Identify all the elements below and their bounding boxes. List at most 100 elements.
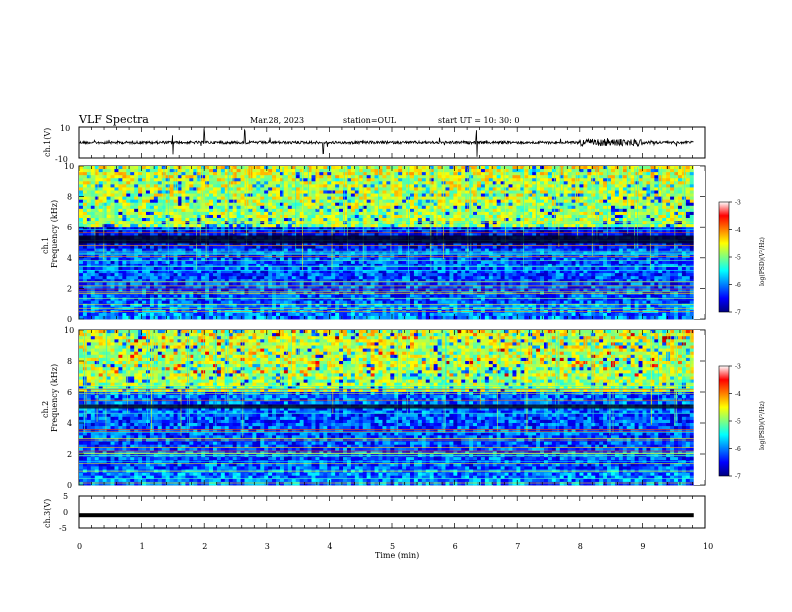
spectrogram-cell [212, 221, 218, 225]
spectrogram-cell [488, 233, 494, 237]
spectrogram-cell [130, 248, 135, 253]
spectrogram-cell [248, 214, 253, 219]
spectrogram-cell [488, 190, 494, 194]
spectrogram-cell [520, 178, 525, 182]
spectrogram-cell [110, 169, 115, 173]
spectrogram-cell [82, 169, 88, 173]
spectrogram-cell [374, 190, 379, 194]
spectrogram-cell [630, 211, 636, 216]
spectrogram-cell [370, 175, 375, 179]
spectrogram-cell [193, 224, 198, 228]
spectrogram-cell [232, 172, 238, 176]
spectrogram-cell [130, 202, 135, 207]
spectrogram-cell [205, 181, 210, 185]
spectrogram-cell [327, 257, 332, 262]
spectrogram-cell [264, 251, 269, 256]
spectrogram-cell [299, 175, 305, 179]
spectrogram-cell [425, 211, 431, 216]
spectrogram-cell [670, 166, 675, 170]
spectrogram-cell [480, 175, 486, 179]
spectrogram-cell [473, 245, 478, 250]
spectrogram-cell [185, 218, 190, 222]
spectrogram-cell [421, 202, 427, 207]
spectrogram-cell [551, 245, 557, 250]
spectrogram-cell [291, 193, 297, 197]
spectrogram-cell [484, 193, 490, 197]
spectrogram-cell [559, 184, 565, 188]
spectrogram-cell [618, 187, 624, 191]
spectrogram-cell [299, 181, 305, 185]
spectrogram-cell [339, 242, 344, 246]
spectrogram-cell [508, 175, 513, 179]
spectrogram-cell [264, 193, 269, 197]
spectrogram-cell [295, 202, 301, 207]
spectrogram-cell [327, 245, 332, 250]
spectrogram-cell [256, 214, 261, 219]
spectrogram-cell [295, 242, 301, 246]
spectrogram-cell [358, 214, 364, 219]
spectrogram-cell [547, 190, 553, 194]
spectrogram-cell [630, 208, 636, 213]
spectrogram-cell [480, 248, 486, 253]
spectrogram-cell [500, 211, 505, 216]
spectrogram-cell [272, 166, 277, 170]
spectrogram-cell [512, 227, 517, 231]
spectrogram-cell [543, 224, 549, 228]
spectrogram-cell [276, 166, 281, 170]
spectrogram-cell [567, 233, 572, 237]
spectrogram-cell [90, 166, 96, 170]
spectrogram-cell [634, 211, 639, 216]
spectrogram-cell [618, 218, 624, 222]
spectrogram-cell [583, 257, 588, 262]
spectrogram-cell [189, 175, 194, 179]
spectrogram-cell [453, 205, 458, 210]
spectrogram-cell [386, 227, 391, 231]
spectrogram-cell [555, 224, 561, 228]
spectrogram-cell [591, 169, 596, 173]
spectrogram-cell [236, 166, 241, 170]
spectrogram-cell [689, 221, 695, 225]
spectrogram-cell [516, 202, 521, 207]
spectrogram-cell [149, 166, 155, 170]
spectrogram-cell [303, 205, 308, 210]
spectrogram-cell [343, 224, 348, 228]
spectrogram-cell [508, 227, 513, 231]
spectrogram-cell [630, 193, 636, 197]
spectrogram-cell [354, 205, 360, 210]
spectrogram-cell [477, 178, 482, 182]
spectrogram-cell [110, 248, 115, 253]
spectrogram-cell [547, 184, 553, 188]
spectrogram-cell [595, 227, 600, 231]
spectrogram-cell [276, 190, 281, 194]
spectrogram-cell [142, 181, 147, 185]
spectrogram-cell [650, 205, 655, 210]
spectrogram-cell [394, 205, 399, 210]
spectrogram-cell [362, 172, 368, 176]
spectrogram-cell [256, 257, 261, 262]
spectrogram-cell [614, 181, 620, 185]
spectrogram-cell [555, 190, 561, 194]
spectrogram-cell [524, 172, 529, 176]
spectrogram-cell [528, 169, 533, 173]
spectrogram-cell [358, 196, 364, 201]
spectrogram-cell [536, 251, 541, 256]
spectrogram-cell [252, 193, 257, 197]
spectrogram-cell [559, 187, 565, 191]
spectrogram-cell [79, 166, 84, 170]
spectrogram-cell [240, 224, 245, 228]
spectrogram-cell [157, 242, 163, 246]
spectrogram-cell [638, 205, 643, 210]
spectrogram-cell [279, 218, 285, 222]
spectrogram-cell [547, 245, 553, 250]
spectrogram-cell [157, 233, 163, 237]
spectrogram-cell [571, 257, 576, 262]
spectrogram-cell [268, 214, 273, 219]
spectrogram-cell [130, 190, 135, 194]
spectrogram-cell [343, 245, 348, 250]
spectrogram-cell [445, 245, 450, 250]
spectrogram-cell [429, 233, 435, 237]
spectrogram-cell [477, 221, 482, 225]
spectrogram-cell [386, 214, 391, 219]
spectrogram-cell [291, 224, 297, 228]
spectrogram-cell [256, 227, 261, 231]
